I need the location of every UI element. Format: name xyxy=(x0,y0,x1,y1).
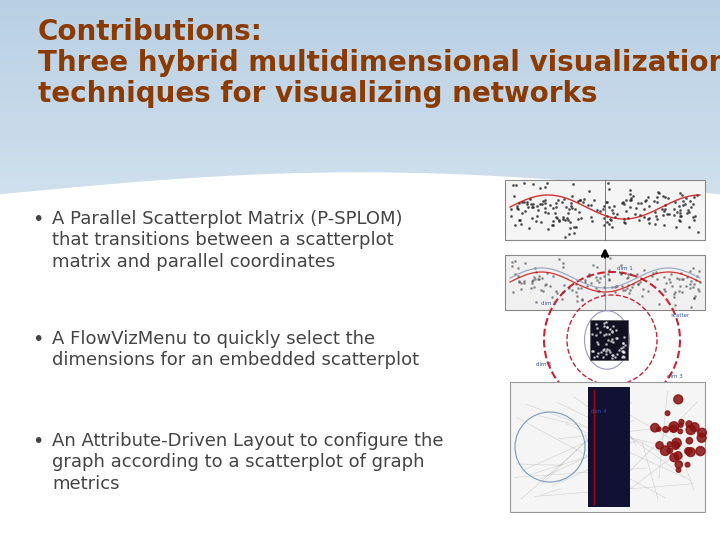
Point xyxy=(576,294,588,303)
Point xyxy=(577,198,589,207)
Point xyxy=(519,259,531,267)
Point xyxy=(536,274,548,282)
Point xyxy=(624,203,636,212)
Point xyxy=(673,286,685,295)
Circle shape xyxy=(685,448,691,455)
Circle shape xyxy=(696,447,705,456)
Point xyxy=(670,223,681,232)
Text: dim 5: dim 5 xyxy=(536,362,552,367)
Point xyxy=(604,215,616,224)
Point xyxy=(668,205,680,214)
Point xyxy=(648,269,660,278)
Text: dim 3: dim 3 xyxy=(667,374,683,379)
Bar xyxy=(505,255,705,310)
Point xyxy=(683,206,694,214)
Point xyxy=(590,272,601,281)
Point xyxy=(598,330,610,339)
Point xyxy=(606,336,617,345)
Point xyxy=(600,318,611,327)
Point xyxy=(518,279,530,288)
Point xyxy=(675,211,687,220)
Point xyxy=(618,347,629,356)
Point xyxy=(611,326,622,334)
Circle shape xyxy=(651,423,660,432)
Circle shape xyxy=(670,454,678,462)
Point xyxy=(594,328,606,336)
Point xyxy=(677,197,688,205)
Circle shape xyxy=(679,420,684,424)
Point xyxy=(634,277,646,286)
Point xyxy=(526,277,537,286)
Point xyxy=(572,214,584,223)
Point xyxy=(557,259,569,267)
Point xyxy=(605,215,616,224)
Point xyxy=(678,275,689,284)
Point xyxy=(663,210,675,218)
Point xyxy=(688,215,700,224)
Text: dimensions for an embedded scatterplot: dimensions for an embedded scatterplot xyxy=(52,352,419,369)
Point xyxy=(689,292,701,300)
Text: graph according to a scatterplot of graph: graph according to a scatterplot of grap… xyxy=(52,454,425,471)
Circle shape xyxy=(672,442,680,449)
Point xyxy=(563,284,575,292)
Point xyxy=(530,275,541,284)
Point xyxy=(680,194,691,202)
Point xyxy=(548,217,559,225)
Point xyxy=(532,274,544,283)
Point xyxy=(513,276,524,285)
Point xyxy=(595,347,606,356)
Circle shape xyxy=(667,442,672,447)
Point xyxy=(513,278,524,286)
Point xyxy=(602,323,613,332)
Point xyxy=(669,290,680,299)
Circle shape xyxy=(686,425,696,435)
Circle shape xyxy=(686,437,693,444)
Point xyxy=(507,261,518,270)
Point xyxy=(526,279,538,287)
Point xyxy=(580,275,591,284)
Point xyxy=(572,292,583,300)
Point xyxy=(685,302,697,311)
Point xyxy=(632,199,644,208)
Point xyxy=(632,280,644,288)
Point xyxy=(528,203,539,212)
Point xyxy=(638,213,649,222)
Point xyxy=(617,339,629,347)
Point xyxy=(572,284,584,292)
Point xyxy=(577,296,588,305)
Point xyxy=(610,333,621,342)
Circle shape xyxy=(674,395,683,404)
Point xyxy=(566,192,577,201)
Point xyxy=(618,348,629,357)
Circle shape xyxy=(657,427,661,431)
Point xyxy=(693,266,704,275)
Point xyxy=(672,215,684,224)
Point xyxy=(513,216,525,225)
Point xyxy=(653,300,665,308)
Point xyxy=(566,204,577,212)
Point xyxy=(591,206,603,214)
Text: techniques for visualizing networks: techniques for visualizing networks xyxy=(38,80,598,108)
Point xyxy=(607,223,618,232)
Point xyxy=(597,204,608,213)
Point xyxy=(660,201,671,210)
Point xyxy=(525,200,536,209)
Point xyxy=(643,214,654,222)
Point xyxy=(636,292,648,301)
Point xyxy=(613,346,625,354)
Point xyxy=(598,321,610,330)
Point xyxy=(677,191,688,199)
Point xyxy=(573,208,585,217)
Point xyxy=(648,197,660,205)
Point xyxy=(594,274,606,282)
Point xyxy=(603,202,614,211)
Point xyxy=(591,324,603,333)
Point xyxy=(528,264,540,272)
Text: Contributions:: Contributions: xyxy=(38,18,263,46)
Point xyxy=(518,198,530,206)
Point xyxy=(531,217,542,225)
Point xyxy=(586,217,598,225)
Point xyxy=(673,274,685,283)
Point xyxy=(688,280,700,289)
